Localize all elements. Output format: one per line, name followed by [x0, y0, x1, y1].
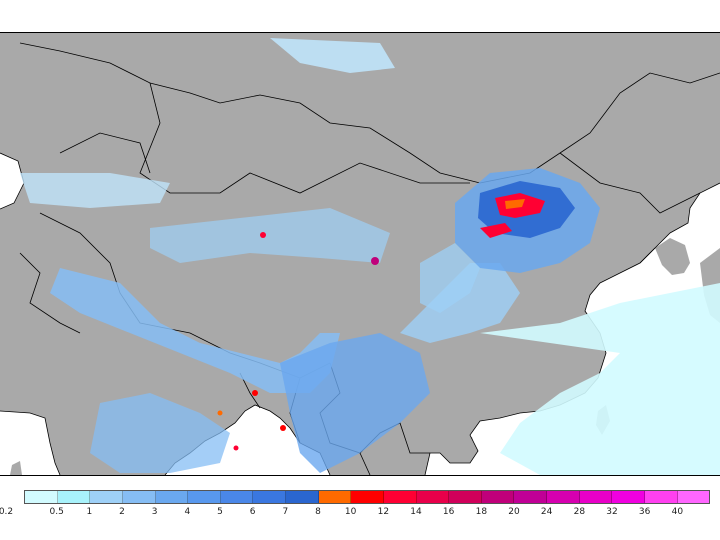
- legend-label: 3: [151, 507, 158, 517]
- legend-swatch: [253, 491, 286, 503]
- precip-spot-tibet-2: [260, 232, 266, 238]
- legend-label: 2: [119, 507, 125, 517]
- legend-labels: 0.2 0.5 1 2 3 4 5 6 7 8 10 12 14 16 18 20 24 28 32 36 40: [0, 507, 720, 521]
- legend-swatch: [25, 491, 58, 503]
- precip-spot-india: [217, 410, 223, 416]
- legend-swatch: [383, 491, 417, 503]
- precip-band-southeast: [280, 333, 430, 473]
- precip-spot-myanmar: [280, 425, 286, 431]
- legend-swatch: [449, 491, 482, 503]
- legend-swatch: [416, 491, 450, 503]
- legend-label: 6: [249, 507, 256, 517]
- legend-swatch: [547, 491, 580, 503]
- sri-lanka-island: [10, 461, 22, 475]
- legend-label: 40: [671, 507, 684, 517]
- hainan-island: [454, 437, 476, 457]
- legend-swatch: [481, 491, 515, 503]
- legend-swatch: [318, 491, 352, 503]
- precip-core-red: [480, 193, 545, 238]
- precip-band-tibet-south: [50, 268, 340, 393]
- precipitation-map: [0, 32, 720, 476]
- legend-swatch: [514, 491, 547, 503]
- korea-peninsula: [655, 238, 690, 275]
- precip-sea-south: [480, 283, 720, 475]
- precip-band-north: [270, 38, 395, 73]
- legend-label: 7: [282, 507, 289, 517]
- precip-spot-tibet: [371, 257, 379, 265]
- legend-label: 0.2: [0, 507, 14, 517]
- precip-band-tibet-north: [150, 208, 390, 263]
- legend-label: 24: [540, 507, 553, 517]
- legend-swatch: [220, 491, 254, 503]
- legend-label: 36: [638, 507, 651, 517]
- legend-swatch: [351, 491, 384, 503]
- legend-swatch: [155, 491, 189, 503]
- legend-label: 12: [377, 507, 390, 517]
- legend-swatch: [612, 491, 645, 503]
- precip-spot-bangladesh: [252, 390, 258, 396]
- precipitation-legend: [24, 490, 710, 504]
- legend-label: 28: [573, 507, 586, 517]
- legend-label: 5: [217, 507, 223, 517]
- precip-core-orange: [505, 199, 525, 209]
- precip-spot-india-2: [233, 445, 239, 451]
- legend-swatch: [57, 491, 91, 503]
- precipitation-overlay: [20, 38, 720, 475]
- precip-band-india: [90, 393, 230, 473]
- legend-label: 14: [410, 507, 422, 517]
- precip-band-central: [400, 263, 520, 343]
- legend-label: 4: [184, 507, 191, 517]
- legend-swatch: [644, 491, 678, 503]
- precip-band-northeast-ext: [420, 243, 480, 313]
- legend-swatch: [286, 491, 319, 503]
- legend-swatch: [579, 491, 613, 503]
- legend-label: 10: [344, 507, 357, 517]
- precip-band-kazakh: [20, 173, 170, 208]
- legend-label: 18: [475, 507, 488, 517]
- legend-label: 16: [442, 507, 455, 517]
- legend-label: 8: [315, 507, 321, 517]
- legend-label: 32: [606, 507, 618, 517]
- legend-swatch: [677, 491, 710, 503]
- legend-swatch: [188, 491, 221, 503]
- legend-label: 1: [86, 507, 93, 517]
- legend-swatch: [122, 491, 156, 503]
- map-canvas: [0, 33, 720, 475]
- legend-label: 20: [508, 507, 520, 517]
- legend-label: 0.5: [49, 507, 64, 517]
- legend-swatch: [90, 491, 123, 503]
